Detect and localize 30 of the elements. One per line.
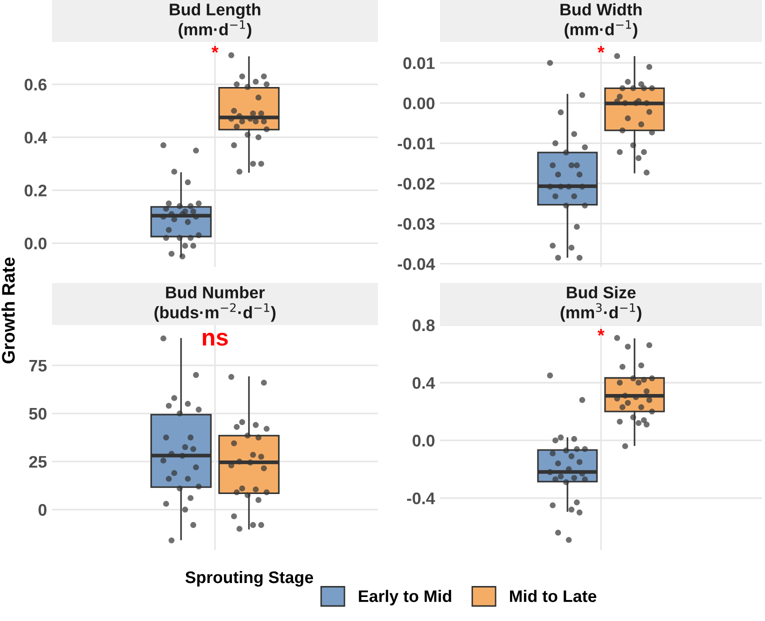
chart-title: Bud Number (buds·m$^{−2}$·d$^{−1}$) [154, 286, 276, 322]
y-tick-label: 0.0 [24, 238, 46, 250]
y-tick-label: 0.2 [24, 184, 46, 196]
y-tick-label: 0.8 [412, 319, 435, 332]
annotation: ns [202, 332, 228, 346]
y-tick-label: -0.02 [398, 178, 434, 190]
y-tick-label: 0.4 [412, 377, 436, 389]
y-tick-label: 0 [38, 504, 46, 516]
legend-title: Sprouting Stage [185, 570, 314, 587]
legend-label: Mid to Late [510, 590, 596, 602]
y-tick-label: 0.4 [24, 132, 48, 144]
chart-title: Bud Length (mm·d$^{−1}$) [170, 3, 260, 39]
annotation: * [598, 46, 604, 53]
annotation: * [212, 46, 218, 53]
y-tick-label: 0.6 [24, 78, 47, 91]
y-tick-label: 0.00 [403, 97, 434, 110]
y-tick-label: -0.4 [407, 492, 436, 504]
y-tick-label: 50 [29, 408, 46, 420]
y-tick-label: 0.0 [412, 434, 434, 447]
y-tick-label: 0.01 [403, 57, 435, 70]
annotation: * [598, 329, 604, 336]
y-tick-label: 75 [29, 360, 47, 372]
chart-title: Bud Size (mm$^{3}$·d$^{−1}$) [560, 286, 642, 322]
legend-label: Early to Mid [358, 590, 452, 606]
y-axis-title: Growth Rate [2, 257, 15, 364]
y-tick-label: -0.03 [398, 218, 435, 230]
y-tick-label: 25 [29, 456, 47, 468]
y-tick-label: -0.04 [398, 258, 436, 270]
chart-title: Bud Width (mm·d$^{−1}$) [560, 3, 642, 39]
y-tick-label: -0.01 [398, 138, 435, 150]
